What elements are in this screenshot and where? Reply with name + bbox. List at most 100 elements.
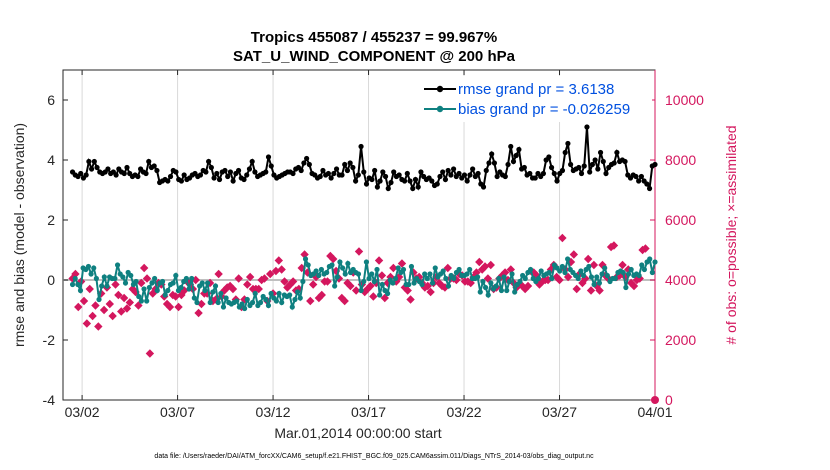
bias-point: [162, 292, 168, 298]
rmse-point: [513, 152, 519, 159]
obs-marker: [280, 277, 289, 286]
rmse-point: [342, 161, 348, 168]
bias-point: [612, 275, 618, 282]
obs-marker: [114, 290, 123, 300]
bias-point: [210, 289, 216, 295]
obs-marker: [480, 262, 490, 271]
y-tick-label-left: 4: [47, 152, 55, 168]
obs-marker: [538, 277, 547, 286]
y-tick-label-left: 0: [47, 272, 55, 288]
bias-point: [342, 271, 348, 277]
obs-marker: [111, 280, 120, 289]
bias-point: [334, 274, 340, 280]
bias-point: [77, 287, 84, 294]
bias-point: [493, 283, 499, 289]
obs-marker: [254, 284, 263, 294]
bias-point: [636, 272, 642, 279]
rmse-point: [467, 172, 473, 178]
obs-marker: [583, 254, 593, 264]
rmse-point: [235, 167, 242, 174]
legend-bias-label: bias grand pr = -0.026259: [458, 101, 630, 118]
bias-point: [512, 289, 518, 295]
legend-bias-marker: [436, 105, 444, 113]
obs-marker: [329, 254, 338, 264]
rmse-point: [135, 173, 141, 180]
bias-point: [641, 266, 648, 273]
bias-point: [538, 268, 544, 274]
bias-point: [527, 266, 534, 273]
obs-marker: [520, 284, 530, 294]
bias-point: [430, 280, 436, 286]
rmse-point: [263, 169, 269, 175]
bias-point: [128, 272, 134, 279]
bias-point: [244, 296, 250, 303]
bias-point: [287, 292, 293, 298]
bias-point: [496, 275, 502, 282]
bias-point: [324, 269, 330, 276]
obs-marker: [139, 263, 149, 273]
rmse-point: [181, 172, 187, 178]
obs-marker: [566, 257, 576, 267]
obs-marker: [609, 241, 619, 250]
obs-marker: [397, 259, 407, 268]
bias-point: [639, 262, 645, 268]
rmse-point: [407, 178, 413, 184]
obs-marker: [194, 308, 203, 318]
bias-point: [141, 286, 147, 292]
obs-marker: [443, 263, 452, 273]
bias-point: [451, 275, 457, 282]
obs-marker: [629, 281, 639, 291]
rmse-point: [151, 163, 157, 169]
bias-point: [477, 289, 483, 295]
obs-marker: [543, 275, 553, 285]
bias-point: [517, 278, 523, 285]
bias-point: [93, 275, 99, 282]
y-tick-label-left: -4: [43, 392, 56, 408]
bias-point: [464, 271, 470, 277]
bias-point: [385, 290, 391, 297]
rmse-point: [494, 173, 500, 180]
bias-point: [292, 296, 298, 303]
bias-point: [112, 275, 118, 282]
obs-marker: [234, 274, 243, 283]
bias-point: [408, 263, 415, 270]
bias-point: [300, 278, 306, 285]
bias-point: [96, 296, 102, 303]
bias-point: [122, 280, 129, 286]
rmse-point: [470, 166, 476, 172]
rmse-point: [369, 176, 375, 183]
bias-point: [302, 256, 309, 262]
obs-marker: [162, 299, 172, 309]
bias-point: [562, 269, 568, 276]
x-tick-label: 03/02: [65, 404, 100, 420]
rmse-point: [225, 173, 231, 180]
bias-point: [149, 280, 155, 286]
rmse-point: [165, 178, 171, 184]
rmse-point: [589, 161, 596, 168]
legend: rmse grand pr = 3.6138 bias grand pr = -…: [420, 76, 652, 122]
bias-point: [411, 280, 417, 286]
rmse-point: [565, 140, 571, 147]
rmse-point: [178, 178, 185, 184]
obs-marker: [403, 286, 412, 295]
rmse-point: [516, 146, 522, 153]
rmse-point: [388, 179, 394, 186]
rmse-point: [527, 170, 533, 177]
rmse-point: [502, 173, 508, 180]
bias-point: [223, 295, 229, 301]
obs-marker: [606, 242, 616, 252]
bias-point: [482, 284, 489, 291]
legend-rmse-label: rmse grand pr = 3.6138: [458, 81, 614, 98]
rmse-point: [448, 172, 454, 178]
obs-marker: [266, 269, 275, 279]
bias-point: [366, 275, 372, 282]
y-tick-label-right: 10000: [665, 92, 704, 108]
bias-point: [575, 275, 581, 282]
bias-point: [85, 263, 92, 270]
bias-point: [485, 292, 491, 298]
rmse-point: [173, 169, 179, 175]
obs-marker: [486, 260, 495, 270]
bias-point: [207, 299, 213, 306]
obs-marker: [142, 274, 152, 283]
rmse-point: [89, 166, 95, 172]
